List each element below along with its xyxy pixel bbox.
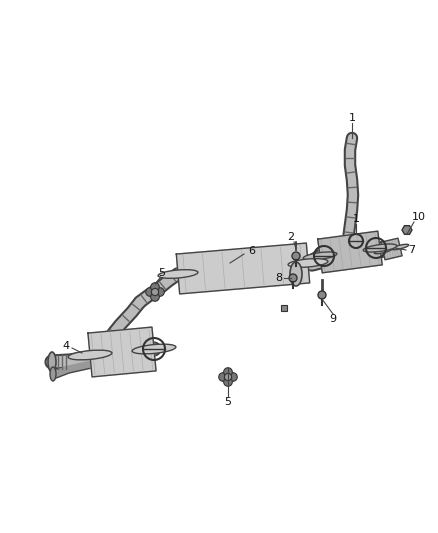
Ellipse shape bbox=[50, 367, 56, 381]
Circle shape bbox=[318, 291, 326, 299]
Circle shape bbox=[224, 374, 232, 381]
Ellipse shape bbox=[391, 244, 409, 249]
Circle shape bbox=[219, 373, 227, 381]
Text: 9: 9 bbox=[329, 314, 336, 324]
Text: 10: 10 bbox=[412, 212, 426, 222]
Circle shape bbox=[224, 368, 232, 376]
Polygon shape bbox=[402, 225, 412, 235]
Polygon shape bbox=[381, 238, 402, 260]
Text: 8: 8 bbox=[276, 273, 283, 283]
Text: 6: 6 bbox=[248, 246, 255, 256]
Polygon shape bbox=[318, 231, 382, 273]
Ellipse shape bbox=[363, 244, 397, 252]
Circle shape bbox=[229, 373, 237, 381]
Polygon shape bbox=[88, 327, 156, 377]
Text: 5: 5 bbox=[225, 397, 232, 407]
Circle shape bbox=[151, 293, 159, 301]
Text: 5: 5 bbox=[159, 268, 166, 278]
Circle shape bbox=[146, 288, 154, 296]
Ellipse shape bbox=[158, 270, 198, 278]
Ellipse shape bbox=[132, 344, 176, 354]
Ellipse shape bbox=[48, 352, 56, 372]
Ellipse shape bbox=[374, 248, 392, 254]
Text: 1: 1 bbox=[349, 113, 356, 123]
Ellipse shape bbox=[290, 262, 302, 286]
Circle shape bbox=[292, 252, 300, 260]
Circle shape bbox=[151, 282, 159, 292]
Circle shape bbox=[289, 274, 297, 282]
Circle shape bbox=[152, 288, 159, 296]
Ellipse shape bbox=[288, 259, 328, 268]
Text: 2: 2 bbox=[287, 232, 295, 242]
Text: 1: 1 bbox=[353, 214, 360, 224]
Circle shape bbox=[155, 288, 164, 296]
Text: 4: 4 bbox=[63, 341, 70, 351]
Text: 7: 7 bbox=[409, 245, 416, 255]
Ellipse shape bbox=[68, 350, 112, 360]
Ellipse shape bbox=[303, 252, 337, 260]
Circle shape bbox=[224, 377, 232, 386]
Polygon shape bbox=[177, 243, 310, 294]
